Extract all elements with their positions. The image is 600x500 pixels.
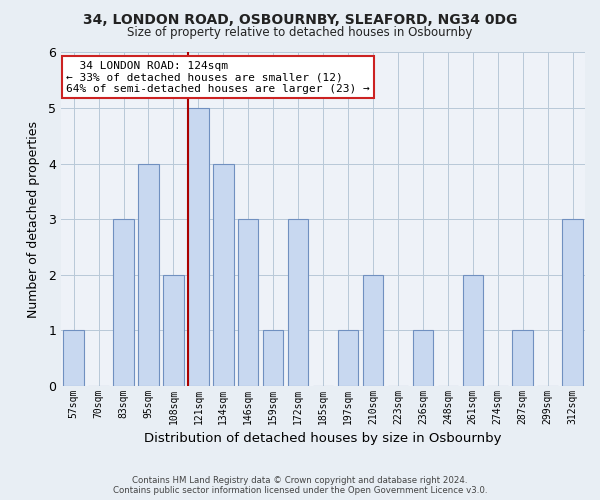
Bar	[213, 164, 233, 386]
Y-axis label: Number of detached properties: Number of detached properties	[27, 120, 40, 318]
Bar	[188, 108, 209, 386]
Bar	[263, 330, 283, 386]
Bar	[64, 330, 84, 386]
Bar	[338, 330, 358, 386]
Text: 34 LONDON ROAD: 124sqm
← 33% of detached houses are smaller (12)
64% of semi-det: 34 LONDON ROAD: 124sqm ← 33% of detached…	[66, 61, 370, 94]
Bar	[413, 330, 433, 386]
Bar	[163, 274, 184, 386]
Bar	[463, 274, 483, 386]
Bar	[562, 219, 583, 386]
Bar	[113, 219, 134, 386]
Text: 34, LONDON ROAD, OSBOURNBY, SLEAFORD, NG34 0DG: 34, LONDON ROAD, OSBOURNBY, SLEAFORD, NG…	[83, 12, 517, 26]
Bar	[512, 330, 533, 386]
X-axis label: Distribution of detached houses by size in Osbournby: Distribution of detached houses by size …	[145, 432, 502, 445]
Text: Size of property relative to detached houses in Osbournby: Size of property relative to detached ho…	[127, 26, 473, 39]
Bar	[238, 219, 259, 386]
Bar	[363, 274, 383, 386]
Bar	[138, 164, 159, 386]
Text: Contains HM Land Registry data © Crown copyright and database right 2024.
Contai: Contains HM Land Registry data © Crown c…	[113, 476, 487, 495]
Bar	[288, 219, 308, 386]
